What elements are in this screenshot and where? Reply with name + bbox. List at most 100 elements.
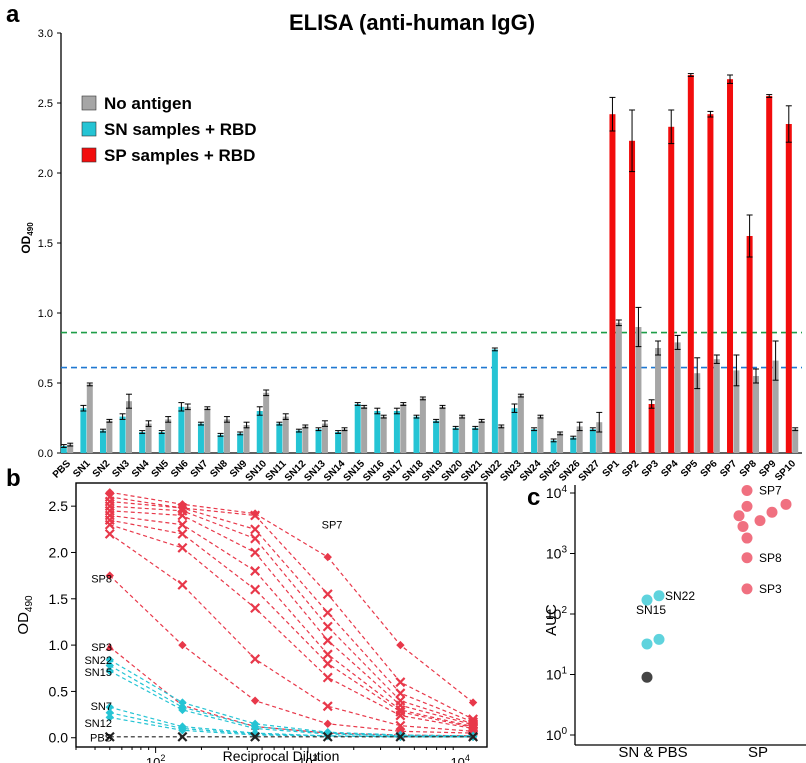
- panel-b-curve: [109, 575, 474, 734]
- panel-a-x-tick-label: SP5: [679, 458, 700, 479]
- panel-b-point: [250, 724, 260, 733]
- panel-c-y-tick-label: 101: [546, 666, 568, 683]
- panel-b-point: [396, 640, 405, 650]
- panel-b-point: [178, 726, 187, 735]
- panel-a-y-tick-label: 0.0: [38, 448, 53, 460]
- panel-a-bar: [792, 429, 799, 453]
- panel-a-error-bar: [178, 402, 185, 412]
- panel-b-curve: [109, 712, 474, 738]
- panel-a-error-bar: [354, 402, 361, 406]
- panel-a-bar: [321, 423, 328, 453]
- panel-a-bar: [341, 429, 348, 453]
- panel-a-error-bar: [537, 414, 544, 419]
- panel-a-bar: [263, 392, 270, 453]
- panel-a-y-tick-label: 2.5: [38, 98, 53, 110]
- panel-b-point: [322, 701, 333, 712]
- panel-a-x-tick-label: SP10: [773, 458, 798, 483]
- panel-a-error-bar: [400, 402, 407, 406]
- panel-c-auc-scatter: c AUC 100 101 102 103 104 SN & PBS SP SP7 SP8 SP…: [527, 483, 806, 761]
- panel-b-point: [250, 584, 261, 595]
- panel-a-bar: [217, 434, 224, 453]
- panel-a-x-tick-label: SN5: [150, 458, 172, 480]
- panel-a-error-bar: [648, 399, 655, 409]
- panel-b-y-axis-label: OD490: [15, 595, 35, 635]
- panel-a-y-tick-label: 0.5: [38, 378, 53, 390]
- panel-a-bar: [707, 114, 714, 453]
- panel-a-x-tick-label: SP1: [601, 458, 622, 479]
- panel-a-error-bar: [204, 406, 211, 411]
- panel-a-error-bar: [674, 334, 681, 350]
- panel-a-error-bar: [393, 407, 400, 415]
- panel-a-error-bar: [459, 414, 466, 419]
- panel-b-y-tick-label: 2.0: [49, 544, 69, 560]
- panel-b-curve: [109, 491, 474, 703]
- panel-a-error-bar: [766, 94, 773, 98]
- panel-a-error-bar: [609, 96, 616, 132]
- panel-c-y-tick-label: 102: [546, 605, 568, 622]
- panel-a-error-bar: [629, 109, 636, 173]
- panel-b-curve: [109, 514, 474, 728]
- panel-b-point: [105, 642, 114, 651]
- panel-b-curve: [109, 533, 474, 732]
- panel-c-point: [780, 498, 792, 510]
- panel-a-bar: [374, 411, 381, 453]
- panel-b-series-label: SP7: [322, 520, 343, 532]
- panel-a-error-bar: [498, 424, 505, 429]
- panel-a-error-bar: [531, 427, 538, 432]
- panel-a-x-tick-label: SN26: [557, 458, 583, 484]
- panel-a-y-tick-label: 2.0: [38, 168, 53, 180]
- panel-b-point: [322, 672, 333, 683]
- panel-a-bar: [178, 406, 185, 453]
- panel-a-error-bar: [302, 424, 309, 429]
- panel-b-series-label: SN22: [84, 655, 112, 667]
- panel-a-error-bar: [668, 109, 675, 145]
- panel-a-bar: [197, 423, 204, 453]
- panel-a-bar: [315, 429, 322, 453]
- panel-a-bar: [413, 416, 420, 453]
- panel-a-error-bar: [380, 414, 387, 419]
- panel-b-point: [177, 731, 188, 742]
- panel-a-error-bar: [478, 418, 485, 423]
- panel-a-bar: [302, 426, 309, 453]
- panel-b-point: [105, 666, 114, 676]
- panel-a-elisa-bar-chart: a ELISA (anti-human IgG) OD490 0.0 0.5 1.0…: [6, 1, 802, 484]
- panel-a-x-tick-label: SN7: [189, 458, 211, 480]
- panel-a-y-tick-label: 1.5: [38, 238, 53, 250]
- panel-b-dilution-curves: b OD490 Reciprocal Dilution 0.0 0.5 1.0 1.5…: [6, 465, 488, 763]
- panel-b-point: [250, 533, 261, 544]
- panel-b-point: [250, 696, 260, 705]
- panel-a-bar: [615, 322, 622, 453]
- panel-c-x-tick-label: SP: [748, 744, 768, 761]
- panel-a-error-bar: [145, 420, 152, 427]
- panel-a-x-tick-label: SN10: [244, 458, 270, 484]
- panel-a-error-bar: [792, 427, 799, 432]
- panel-c-point: [741, 583, 753, 595]
- panel-b-x-tick-label: 102: [146, 753, 165, 763]
- panel-a-x-tick-label: SN24: [518, 458, 544, 484]
- panel-a-bar: [648, 404, 655, 453]
- panel-a-x-tick-label: SN2: [91, 458, 113, 480]
- panel-a-error-bar: [694, 357, 701, 390]
- panel-a-error-bar: [282, 413, 289, 420]
- panel-b-point: [322, 649, 333, 660]
- panel-a-error-bar: [80, 404, 87, 412]
- panel-a-bar: [668, 126, 675, 454]
- panel-b-point: [250, 524, 261, 535]
- panel-b-series-label: SP3: [91, 642, 112, 654]
- panel-a-bar: [433, 420, 440, 453]
- panel-a-x-tick-label: SN16: [361, 458, 387, 484]
- panel-c-point: [741, 484, 753, 496]
- panel-b-point: [250, 654, 261, 664]
- panel-a-error-bar: [335, 430, 342, 434]
- panel-b-frame: [75, 482, 488, 748]
- panel-a-bar: [785, 124, 792, 453]
- panel-c-point: [641, 638, 653, 650]
- panel-a-error-bar: [139, 430, 146, 434]
- panel-a-x-tick-label: SN15: [342, 458, 368, 484]
- panel-a-bar: [184, 406, 191, 453]
- panel-a-error-bar: [158, 430, 165, 434]
- panel-b-point: [395, 720, 406, 731]
- panel-a-bar: [243, 425, 250, 453]
- panel-b-y-tick-label: 0.5: [49, 683, 69, 699]
- panel-b-point: [177, 579, 188, 590]
